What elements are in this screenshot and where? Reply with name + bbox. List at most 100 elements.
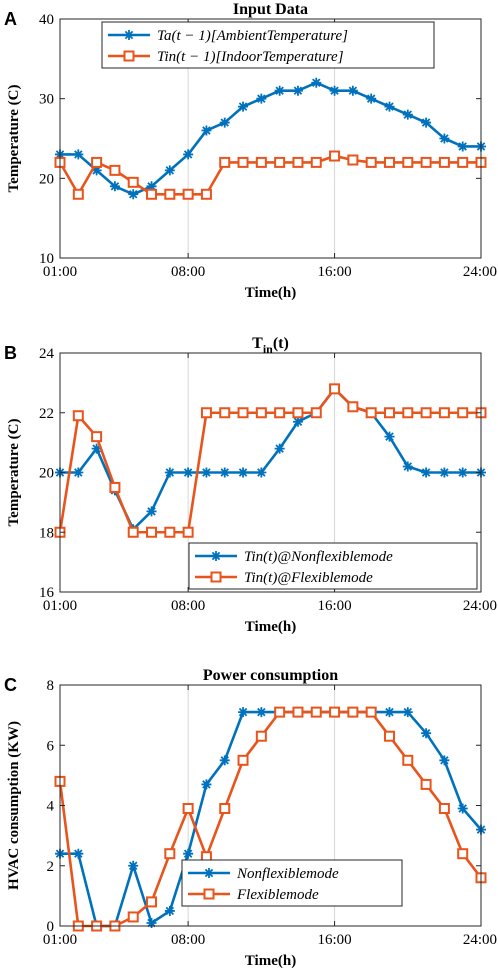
- data-point: [238, 707, 249, 718]
- y-tick-label: 22: [39, 406, 54, 422]
- y-tick-label: 30: [39, 92, 54, 108]
- data-point: [128, 860, 139, 871]
- data-point: [127, 176, 139, 188]
- legend-label: Tin(t)@Nonflexiblemode: [244, 549, 393, 565]
- data-point: [329, 85, 340, 96]
- data-point: [255, 156, 267, 168]
- data-point: [237, 156, 249, 168]
- y-tick-label: 16: [39, 585, 55, 601]
- legend-marker: [211, 551, 221, 561]
- y-axis-label: Temperature (C): [6, 85, 22, 193]
- data-point: [402, 707, 413, 718]
- series-orange: [54, 706, 487, 932]
- data-point: [383, 156, 395, 168]
- legend-item: Tin(t)@Flexiblemode: [195, 570, 373, 586]
- x-tick-label: 24:00: [463, 598, 497, 614]
- data-point: [311, 77, 322, 88]
- legend-label: Tin(t − 1)[IndoorTemperature]: [157, 49, 344, 65]
- data-point: [73, 467, 84, 478]
- data-point: [457, 467, 468, 478]
- data-point: [255, 730, 267, 742]
- y-tick-label: 4: [47, 799, 55, 815]
- data-point: [146, 181, 157, 192]
- data-point: [182, 526, 194, 538]
- data-point: [146, 917, 157, 928]
- y-tick-label: 20: [39, 171, 54, 187]
- data-point: [457, 156, 469, 168]
- legend-marker: [203, 888, 215, 900]
- data-point: [421, 728, 432, 739]
- data-point: [256, 707, 267, 718]
- data-point: [146, 506, 157, 517]
- chart-title: Tin(t): [252, 335, 289, 356]
- panel-letter: C: [4, 675, 17, 695]
- data-point: [292, 156, 304, 168]
- data-point: [420, 778, 432, 790]
- data-point: [73, 848, 84, 859]
- series-orange: [54, 150, 487, 200]
- x-axis-label: Time(h): [245, 619, 296, 635]
- x-tick-label: 01:00: [43, 264, 77, 280]
- legend-label: Nonflexiblemode: [236, 866, 339, 882]
- legend-item: Tin(t − 1)[IndoorTemperature]: [108, 49, 344, 65]
- data-point: [274, 407, 286, 419]
- data-point: [219, 467, 230, 478]
- legend-label: Flexiblemode: [236, 887, 319, 903]
- x-tick-label: 24:00: [463, 264, 497, 280]
- data-point: [109, 181, 120, 192]
- series-line: [60, 81, 481, 196]
- data-point: [164, 905, 175, 916]
- data-point: [256, 93, 267, 104]
- data-point: [402, 156, 414, 168]
- data-point: [201, 125, 212, 136]
- data-point: [310, 156, 322, 168]
- data-point: [72, 188, 84, 200]
- legend-box: [188, 542, 478, 590]
- data-point: [201, 467, 212, 478]
- y-tick-label: 0: [47, 919, 55, 935]
- data-point: [127, 911, 139, 923]
- y-axis-label: HVAC consumption (KW): [6, 721, 22, 890]
- x-tick-label: 08:00: [171, 264, 205, 280]
- data-point: [347, 401, 359, 413]
- data-point: [73, 149, 84, 160]
- data-point: [109, 481, 121, 493]
- x-tick-label: 08:00: [171, 932, 205, 948]
- plot-frame: [59, 18, 482, 259]
- x-tick-label: 01:00: [43, 932, 77, 948]
- y-tick-label: 6: [47, 738, 55, 754]
- panel-letter: B: [4, 343, 17, 363]
- data-point: [274, 85, 285, 96]
- chart-title: Power consumption: [203, 667, 338, 684]
- series-blue: [55, 383, 486, 535]
- legend-item: Nonflexiblemode: [188, 866, 339, 882]
- data-point: [457, 803, 468, 814]
- data-point: [91, 431, 103, 443]
- legend-marker: [124, 30, 134, 40]
- data-point: [402, 461, 413, 472]
- data-point: [238, 467, 249, 478]
- data-point: [219, 803, 231, 815]
- legend-item: Tin(t)@Nonflexiblemode: [195, 549, 393, 565]
- legend-item: Flexiblemode: [188, 887, 319, 903]
- data-point: [164, 848, 176, 860]
- y-axis-label: Temperature (C): [6, 419, 22, 527]
- data-point: [182, 803, 194, 815]
- y-tick-label: 24: [39, 346, 55, 362]
- legend-box: [181, 859, 403, 907]
- data-point: [91, 165, 102, 176]
- data-point: [274, 156, 286, 168]
- data-point: [421, 467, 432, 478]
- data-point: [384, 431, 395, 442]
- data-point: [310, 706, 322, 718]
- y-tick-label: 40: [39, 12, 54, 28]
- data-point: [439, 467, 450, 478]
- series-blue: [55, 77, 486, 200]
- data-point: [200, 188, 212, 200]
- legend-marker: [123, 50, 135, 62]
- legend-marker: [204, 868, 214, 878]
- data-point: [182, 188, 194, 200]
- data-point: [420, 407, 432, 419]
- data-point: [292, 85, 303, 96]
